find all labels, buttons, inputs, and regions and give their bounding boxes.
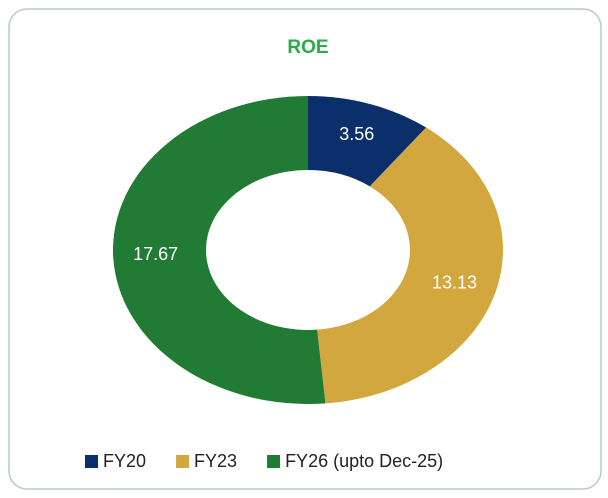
- data-label: 13.13: [432, 272, 477, 292]
- legend-label: FY26 (upto Dec-25): [285, 451, 443, 471]
- donut-slice: [317, 127, 504, 404]
- legend-swatch: [85, 455, 98, 468]
- legend-swatch: [267, 455, 281, 468]
- donut-slice: [112, 96, 326, 404]
- legend-label: FY23: [194, 451, 237, 471]
- data-label: 3.56: [339, 124, 374, 144]
- chart-title: ROE: [287, 37, 328, 58]
- data-label: 17.67: [133, 244, 178, 264]
- legend-swatch: [176, 455, 190, 468]
- donut-slice: [308, 96, 427, 187]
- card: [8, 8, 602, 490]
- legend-label: FY20: [103, 451, 146, 471]
